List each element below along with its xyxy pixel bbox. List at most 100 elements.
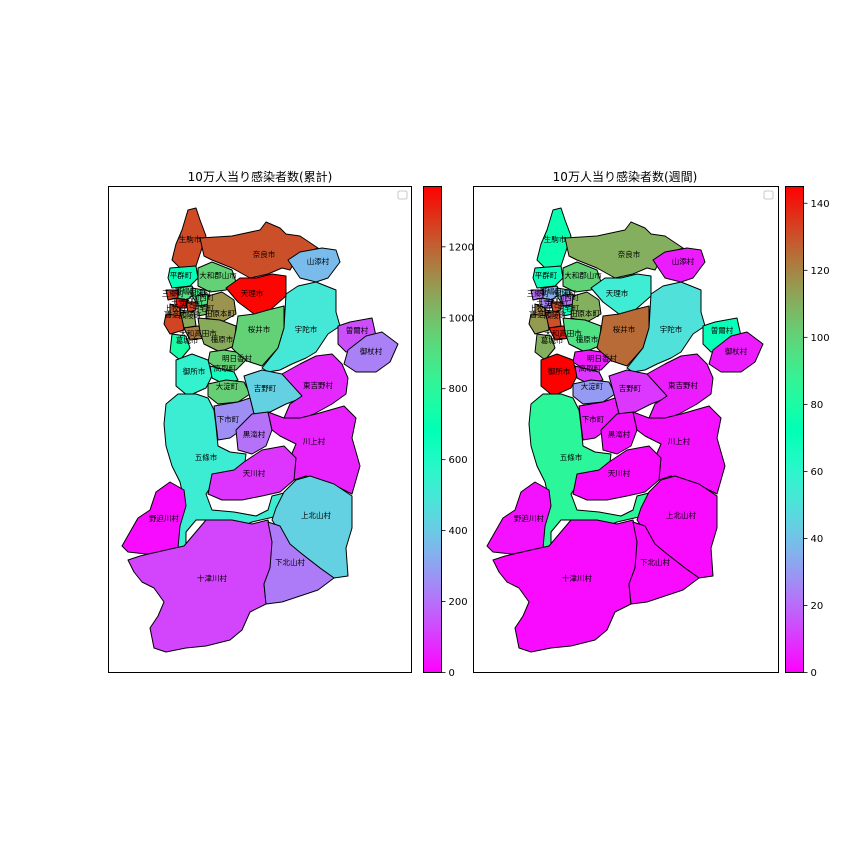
cumulative-region-label: 葛城市 bbox=[176, 335, 199, 345]
cumulative-region-label: 大和高田市 bbox=[179, 328, 217, 338]
weekly-region-label: 平群町 bbox=[535, 270, 558, 280]
cumulative-region-label: 下北山村 bbox=[275, 557, 305, 567]
cumulative-region-23 bbox=[343, 331, 399, 373]
weekly-map-frame bbox=[473, 186, 779, 673]
cumulative-region-label: 香芝市 bbox=[165, 309, 188, 319]
weekly-region-label: 田原本町 bbox=[570, 308, 600, 318]
cumulative-region-label: 上北山村 bbox=[301, 510, 331, 520]
cumulative-region-label: 安堵町 bbox=[189, 288, 212, 298]
weekly-region-label: 吉野町 bbox=[619, 384, 642, 393]
cumulative-region-37 bbox=[127, 519, 275, 653]
cumulative-region-10 bbox=[163, 313, 185, 335]
weekly-region-label: 大和高田市 bbox=[544, 328, 582, 338]
cumulative-colorbar: 0 200 400 600 800 1000 1200 bbox=[423, 186, 474, 679]
cumulative-region-label: 大和郡山市 bbox=[199, 270, 237, 280]
cumulative-map-title: 10万人当り感染者数(累計) bbox=[188, 169, 333, 184]
weekly-region-36 bbox=[486, 481, 552, 555]
cumulative-region-38 bbox=[263, 521, 335, 605]
weekly-region-23 bbox=[708, 331, 764, 373]
weekly-region-label: 上北山村 bbox=[666, 510, 696, 520]
weekly-region-20 bbox=[626, 281, 706, 373]
cumulative-colorbar-tick-label: 1200 bbox=[449, 242, 474, 253]
cumulative-region-20 bbox=[261, 281, 341, 373]
cumulative-region-label: 三宅町 bbox=[192, 303, 215, 313]
cumulative-region-label: 上牧町 bbox=[164, 303, 187, 313]
weekly-region-label: 川上村 bbox=[668, 436, 691, 446]
cumulative-region-label: 橿原市 bbox=[211, 334, 234, 344]
cumulative-region-label: 川上村 bbox=[303, 436, 326, 446]
weekly-region-18 bbox=[562, 317, 602, 353]
cumulative-region-label: 十津川村 bbox=[197, 573, 227, 583]
cumulative-region-27 bbox=[207, 379, 251, 405]
cumulative-region-label: 田原本町 bbox=[205, 308, 235, 318]
weekly-region-label: 高取町 bbox=[579, 363, 602, 373]
cumulative-region-33 bbox=[267, 405, 361, 495]
weekly-region-label: 黒滝村 bbox=[608, 429, 631, 439]
weekly-region-label: 五條市 bbox=[560, 452, 583, 462]
weekly-colorbar-ticks: 0 20 40 60 80 100 120 140 bbox=[803, 199, 830, 679]
weekly-region-label: 東吉野村 bbox=[668, 380, 698, 390]
weekly-region-31 bbox=[600, 411, 638, 455]
cumulative-colorbar-tick-label: 1000 bbox=[449, 313, 474, 324]
weekly-region-17 bbox=[534, 333, 556, 361]
weekly-region-label: 明日香村 bbox=[587, 353, 617, 363]
cumulative-region-label: 河合町 bbox=[181, 299, 204, 309]
weekly-region-label: 御杖村 bbox=[725, 346, 748, 356]
cumulative-region-label: 明日香村 bbox=[222, 353, 252, 363]
cumulative-region-label: 下市町 bbox=[217, 414, 240, 424]
cumulative-region-label: 王寺町 bbox=[171, 297, 194, 306]
weekly-region-label: 大和郡山市 bbox=[564, 270, 602, 280]
weekly-region-14 bbox=[570, 291, 602, 323]
cumulative-region-label: 宇陀市 bbox=[295, 324, 318, 334]
cumulative-region-label: 東吉野村 bbox=[303, 380, 333, 390]
weekly-region-label: 十津川村 bbox=[562, 573, 592, 583]
weekly-region-label: 桜井市 bbox=[613, 324, 636, 334]
weekly-region-24 bbox=[572, 349, 612, 371]
cumulative-colorbar-tick-label: 400 bbox=[449, 526, 468, 537]
weekly-colorbar-tick-label: 100 bbox=[811, 333, 830, 344]
weekly-region-label: 天理市 bbox=[606, 288, 629, 298]
cumulative-region-label: 川西町 bbox=[192, 293, 215, 302]
weekly-region-15 bbox=[590, 273, 652, 315]
weekly-region-label: 三宅町 bbox=[557, 303, 580, 313]
cumulative-region-label: 御所市 bbox=[183, 366, 206, 376]
weekly-colorbar-tick-label: 20 bbox=[811, 601, 824, 612]
cumulative-map-frame bbox=[108, 186, 412, 673]
cumulative-colorbar-bar bbox=[423, 186, 442, 673]
cumulative-map-legend bbox=[397, 190, 408, 200]
weekly-region-label: 香芝市 bbox=[530, 309, 553, 319]
cumulative-region-label: 黒滝村 bbox=[243, 429, 266, 439]
cumulative-region-36 bbox=[121, 481, 187, 555]
cumulative-region-label: 桜井市 bbox=[248, 324, 271, 334]
weekly-region-label: 斑鳩町 bbox=[540, 286, 563, 296]
cumulative-region-label: 御杖村 bbox=[360, 346, 383, 356]
weekly-colorbar-tick-label: 120 bbox=[811, 266, 830, 277]
weekly-region-label: 山添村 bbox=[672, 256, 695, 266]
cumulative-region-label: 天理市 bbox=[241, 288, 264, 298]
weekly-colorbar: 0 20 40 60 80 100 120 140 bbox=[785, 186, 830, 679]
cumulative-region-34 bbox=[207, 445, 297, 501]
cumulative-colorbar-ticks: 0 200 400 600 800 1000 1200 bbox=[441, 242, 474, 679]
weekly-colorbar-tick-label: 80 bbox=[811, 400, 824, 411]
weekly-region-label: 大淀町 bbox=[581, 381, 604, 391]
weekly-colorbar-tick-label: 140 bbox=[811, 199, 830, 210]
cumulative-region-label: 奈良市 bbox=[253, 249, 276, 259]
weekly-colorbar-tick-label: 40 bbox=[811, 534, 824, 545]
cumulative-region-14 bbox=[205, 291, 237, 323]
cumulative-region-label: 大淀町 bbox=[216, 381, 239, 391]
cumulative-region-17 bbox=[169, 333, 191, 361]
weekly-region-label: 安堵町 bbox=[554, 288, 577, 298]
weekly-region-7 bbox=[540, 297, 554, 309]
weekly-region-27 bbox=[572, 379, 616, 405]
cumulative-region-label: 野迫川村 bbox=[149, 513, 179, 523]
weekly-region-label: 上牧町 bbox=[529, 303, 552, 313]
weekly-map-title: 10万人当り感染者数(週間) bbox=[553, 169, 698, 184]
cumulative-map-regions bbox=[121, 207, 399, 653]
cumulative-region-label: 斑鳩町 bbox=[175, 286, 198, 296]
cumulative-region-24 bbox=[207, 349, 247, 371]
